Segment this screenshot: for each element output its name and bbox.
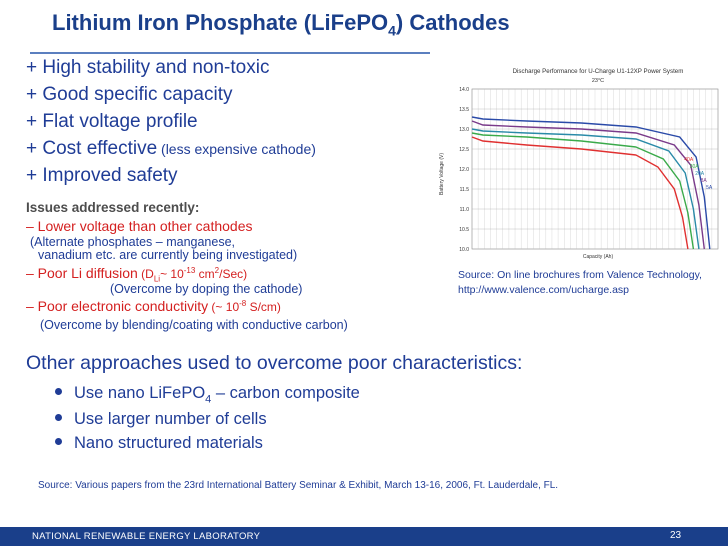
chart-subtitle: 23°C	[592, 78, 604, 84]
chart-series-line-30a	[471, 132, 695, 250]
chart-legend-label-5a: 5A	[706, 185, 713, 191]
chart-y-tick-label: 14.0	[459, 87, 469, 93]
chart-series	[471, 116, 711, 250]
footer-bar	[0, 527, 728, 546]
chart-y-label: Battery Voltage (V)	[439, 153, 445, 195]
pro-item-safety: + Improved safety	[26, 165, 178, 186]
chart-legend-label-8a: 8A	[701, 178, 708, 184]
pro-item-voltage-profile: + Flat voltage profile	[26, 111, 198, 132]
bullet-more-cells: Use larger number of cells	[55, 410, 267, 429]
chart-series-line-5a	[471, 116, 711, 250]
papers-source-note: Source: Various papers from the 23rd Int…	[38, 480, 559, 491]
chart-y-tick-label: 10.0	[459, 247, 469, 253]
chart-y-tick-label: 11.5	[460, 187, 470, 193]
chart-series-line-8a	[471, 120, 705, 250]
issue-li-diffusion: – Poor Li diffusion (DLi~ 10-13 cm2/Sec)	[26, 265, 248, 284]
pro-item-stability: + High stability and non-toxic	[26, 57, 270, 78]
title-divider	[30, 52, 430, 54]
chart-legend-label-30a: 30A	[690, 164, 700, 170]
other-approaches-heading: Other approaches used to overcome poor c…	[26, 352, 523, 374]
chart-y-tick-label: 13.5	[459, 107, 469, 113]
page-number: 23	[670, 530, 682, 541]
page-title: Lithium Iron Phosphate (LiFePO4) Cathode…	[52, 10, 510, 39]
issues-heading: Issues addressed recently:	[26, 200, 200, 215]
chart-y-tick-label: 11.0	[460, 207, 470, 213]
issue-alt-phosphates-line2: vanadium etc. are currently being invest…	[38, 248, 298, 262]
chart-grid	[471, 88, 719, 250]
footer-lab-name: NATIONAL RENEWABLE ENERGY LABORATORY	[32, 531, 261, 542]
issue-conductivity: – Poor electronic conductivity (~ 10-8 S…	[26, 298, 281, 314]
bullet-dot-icon	[55, 388, 62, 396]
bullet-nano-structured: Nano structured materials	[55, 434, 263, 453]
chart-legend-label-40a: 40A	[684, 157, 694, 163]
chart-legend-label-20a: 20A	[695, 171, 705, 177]
chart-title: Discharge Performance for U-Charge U1-12…	[513, 68, 684, 75]
chart-y-tick-label: 12.5	[459, 147, 469, 153]
chart-source-note: Source: On line brochures from Valence T…	[458, 269, 702, 296]
issue-blending-note: (Overcome by blending/coating with condu…	[40, 318, 348, 332]
discharge-chart: Discharge Performance for U-Charge U1-12…	[430, 62, 726, 262]
chart-y-tick-label: 10.5	[459, 227, 469, 233]
chart-series-line-20a	[471, 128, 700, 250]
valence-url: http://www.valence.com/ucharge.asp	[458, 284, 630, 296]
bullet-dot-icon	[55, 438, 62, 446]
issue-doping-note: (Overcome by doping the cathode)	[110, 282, 303, 296]
bullet-dot-icon	[55, 414, 62, 422]
chart-x-label: Capacity (Ah)	[583, 254, 614, 260]
issue-alt-phosphates-line1: (Alternate phosphates – manganese,	[30, 235, 235, 249]
chart-y-ticks: 10.0 10.5 11.0 11.5 12.0 12.5 13.0 13.5 14.0	[459, 87, 469, 253]
bullet-nano-composite: Use nano LiFePO4 – carbon composite	[55, 384, 360, 405]
issue-lower-voltage: – Lower voltage than other cathodes	[26, 218, 253, 234]
chart-series-line-40a	[471, 136, 689, 250]
pro-item-cost-note: (less expensive cathode)	[157, 141, 316, 157]
chart-y-tick-label: 12.0	[459, 167, 469, 173]
chart-y-tick-label: 13.0	[459, 127, 469, 133]
pro-item-capacity: + Good specific capacity	[26, 84, 233, 105]
pro-item-cost: + Cost effective (less expensive cathode…	[26, 138, 316, 159]
